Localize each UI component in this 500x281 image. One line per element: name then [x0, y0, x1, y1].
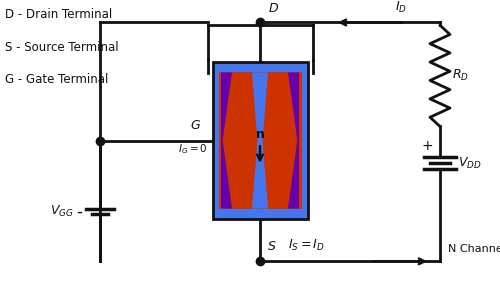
Text: S: S: [268, 241, 276, 253]
Text: N Channel JFET: N Channel JFET: [448, 244, 500, 254]
Bar: [212, 62, 308, 219]
Text: $I_D$: $I_D$: [395, 0, 407, 15]
Text: -: -: [76, 203, 82, 221]
Text: S - Source Terminal: S - Source Terminal: [5, 41, 118, 54]
Polygon shape: [221, 72, 232, 209]
Text: D - Drain Terminal: D - Drain Terminal: [5, 8, 112, 21]
Text: p: p: [286, 128, 296, 141]
Text: $V_{DD}$: $V_{DD}$: [458, 155, 481, 171]
Text: $I_G = 0$: $I_G = 0$: [178, 142, 208, 156]
Polygon shape: [252, 72, 268, 209]
Text: p: p: [224, 128, 234, 141]
Text: G: G: [190, 119, 200, 132]
Text: D: D: [269, 2, 278, 15]
Text: +: +: [422, 139, 434, 153]
Polygon shape: [288, 72, 299, 209]
Text: $I_S = I_D$: $I_S = I_D$: [288, 238, 325, 253]
Bar: [218, 72, 302, 209]
Text: $R_D$: $R_D$: [452, 68, 469, 83]
Text: $V_{GG}$: $V_{GG}$: [50, 204, 74, 219]
Text: n: n: [256, 128, 264, 141]
Text: G - Gate Terminal: G - Gate Terminal: [5, 73, 108, 86]
